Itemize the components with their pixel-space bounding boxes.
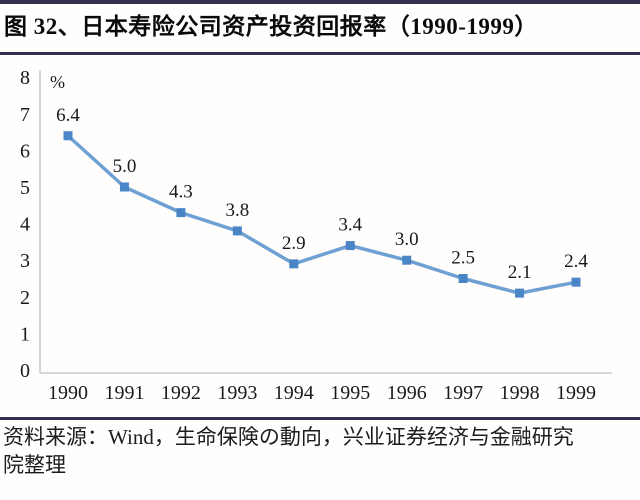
data-point-label: 6.4: [56, 105, 80, 126]
data-point-marker: [345, 241, 355, 251]
y-axis-tick-label: 4: [20, 214, 30, 236]
y-axis-tick-label: 5: [20, 177, 30, 199]
source-rule: [0, 417, 640, 420]
x-axis-tick-label: 1999: [556, 382, 596, 404]
y-axis-tick-label: 6: [20, 140, 30, 162]
y-axis-tick-label: 2: [20, 287, 30, 309]
data-point-marker: [289, 259, 299, 269]
figure-title: 图 32、日本寿险公司资产投资回报率（1990-1999）: [4, 14, 538, 39]
x-axis-tick-label: 1995: [330, 382, 370, 404]
data-point-label: 3.4: [338, 215, 362, 236]
data-point-label: 5.0: [113, 156, 137, 177]
data-point-label: 2.5: [451, 248, 475, 269]
series-line: [66, 134, 578, 295]
y-axis-unit-label: %: [50, 72, 65, 92]
data-point-marker: [232, 226, 242, 236]
line-chart: 0 1 2 3 4 5 6 7 8 % 1990 1991 1992 1993 1994 1995 1996 19…: [20, 67, 612, 404]
source-note-line1: 资料来源：Wind，生命保険の動向，兴业证券经济与金融研究: [3, 425, 574, 449]
y-axis-tick-label: 0: [20, 360, 30, 382]
x-axis-tick-label: 1996: [387, 382, 427, 404]
data-point-label: 3.8: [225, 200, 249, 221]
data-point-marker: [515, 288, 525, 298]
chart-area: 0 1 2 3 4 5 6 7 8% 1990 1991 1992 1993 1994 1995 1996 19…: [0, 60, 640, 417]
data-point-label: 3.0: [395, 229, 419, 250]
data-point-label: 4.3: [169, 182, 193, 203]
data-point-marker: [571, 277, 581, 287]
title-rule: [0, 52, 640, 55]
x-axis-tick-label: 1994: [274, 382, 314, 404]
data-point-label: 2.1: [508, 262, 532, 283]
data-point-marker: [458, 274, 468, 283]
y-axis-tick-label: 7: [20, 104, 30, 126]
data-point-marker: [63, 131, 73, 141]
x-axis-tick-label: 1998: [500, 382, 540, 404]
x-axis-tick-label: 1993: [217, 382, 257, 404]
data-point-label: 2.4: [564, 251, 588, 272]
data-point-marker: [402, 255, 412, 265]
x-axis-tick-label: 1992: [161, 382, 201, 404]
x-axis-tick-label: 1990: [48, 382, 88, 404]
x-axis-tick-label: 1997: [443, 382, 483, 404]
y-axis-tick-label: 1: [20, 323, 30, 345]
x-axis-tick-label: 1991: [104, 382, 144, 404]
data-point-marker: [119, 182, 129, 192]
data-point-marker: [176, 208, 186, 218]
y-axis-tick-label: 8: [20, 67, 30, 89]
y-axis-tick-label: 3: [20, 250, 30, 272]
top-rule: [0, 0, 640, 4]
source-note: 资料来源：Wind，生命保険の動向，兴业证券经济与金融研究 院整理: [3, 423, 637, 479]
source-note-line2: 院整理: [3, 453, 66, 477]
data-point-label: 2.9: [282, 233, 306, 254]
